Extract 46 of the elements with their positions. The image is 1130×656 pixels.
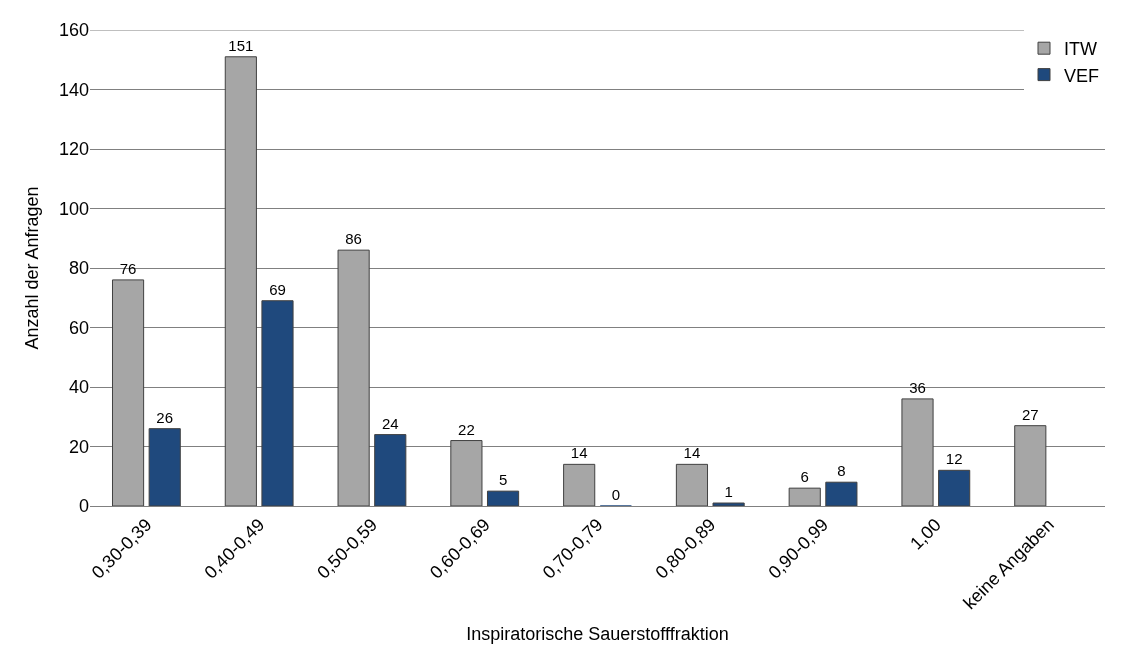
y-tick-label: 80 <box>68 258 89 279</box>
y-tick-label: 100 <box>58 198 89 219</box>
data-label: 76 <box>119 259 137 277</box>
data-label: 26 <box>156 408 174 426</box>
y-axis-title: Anzahl der Anfragen <box>22 186 43 350</box>
data-label: 151 <box>228 36 254 54</box>
data-label: 86 <box>345 230 362 248</box>
data-label: 14 <box>683 444 701 462</box>
bar <box>374 434 407 506</box>
bar <box>224 56 257 506</box>
bar <box>675 463 709 506</box>
bar <box>111 279 145 506</box>
data-label: 24 <box>381 414 399 432</box>
data-label: 1 <box>724 483 733 501</box>
bar <box>788 487 821 506</box>
data-label: 14 <box>570 444 588 462</box>
y-tick-label: 40 <box>68 377 89 398</box>
y-tick-label: 20 <box>68 436 89 457</box>
y-tick-label: 120 <box>58 139 89 160</box>
legend-label: VEF <box>1064 65 1100 86</box>
bar <box>1014 425 1047 506</box>
x-axis-title: Inspiratorische Sauerstofffraktion <box>466 624 729 645</box>
bar <box>825 481 858 506</box>
data-label: 12 <box>945 450 963 468</box>
bar <box>563 463 596 506</box>
data-label: 22 <box>458 420 475 438</box>
bar <box>712 502 745 506</box>
data-label: 5 <box>498 471 508 489</box>
bar <box>261 300 294 506</box>
y-tick-label: 0 <box>78 496 89 517</box>
y-tick-label: 140 <box>58 79 89 100</box>
data-label: 0 <box>611 486 620 503</box>
legend-label: ITW <box>1064 39 1097 60</box>
data-label: 69 <box>269 280 286 298</box>
data-label: 6 <box>800 468 809 486</box>
y-tick-label: 160 <box>58 20 89 41</box>
data-label: 27 <box>1021 405 1039 423</box>
data-label: 8 <box>837 462 846 480</box>
bar <box>938 469 971 506</box>
bar <box>901 398 934 506</box>
bar <box>486 490 520 506</box>
bar <box>148 428 181 506</box>
y-tick-label: 60 <box>68 317 89 338</box>
bar <box>450 440 483 506</box>
data-label: 36 <box>909 378 926 396</box>
bar <box>337 249 370 506</box>
